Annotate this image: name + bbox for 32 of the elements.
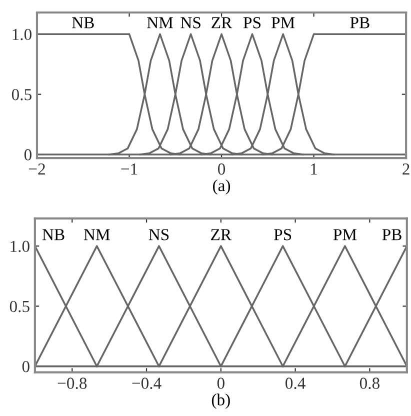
- x-axis-title: (b): [212, 394, 230, 409]
- x-axis-title: (a): [213, 179, 230, 195]
- series-label: PB: [382, 229, 402, 240]
- x-tick-label: 0: [217, 378, 224, 389]
- series-label: NM: [147, 17, 173, 28]
- y-tick-label: 0: [22, 361, 30, 372]
- y-tick-label: 0.5: [10, 300, 30, 312]
- series-label: NS: [180, 17, 200, 28]
- y-tick-label: 0: [24, 149, 32, 160]
- x-tick-label: −1: [121, 164, 138, 175]
- y-tick-label: 1.0: [12, 28, 32, 40]
- series-label: PM: [272, 17, 295, 28]
- y-tick-label: 1.0: [10, 240, 30, 252]
- x-tick-label: 0.4: [286, 378, 306, 389]
- x-tick-label: 1: [311, 164, 317, 175]
- series-label: PS: [243, 17, 260, 28]
- x-tick-label: −2: [28, 163, 45, 175]
- x-tick-label: 2: [402, 163, 410, 175]
- series-label: NB: [72, 17, 94, 28]
- series-label: PB: [350, 17, 370, 28]
- x-tick-label: 0: [218, 163, 226, 175]
- x-tick-label: 0.8: [360, 378, 380, 389]
- series-label: NM: [84, 229, 110, 240]
- series-label: NS: [148, 229, 169, 240]
- series-label: PS: [274, 229, 292, 240]
- series-label: ZR: [212, 17, 232, 28]
- series-label: ZR: [211, 229, 232, 240]
- series-label: NB: [42, 229, 64, 240]
- x-tick-label: −0.4: [132, 378, 162, 389]
- series-label: PM: [333, 229, 357, 240]
- y-tick-label: 0.5: [12, 89, 32, 100]
- x-tick-label: −0.8: [58, 378, 87, 389]
